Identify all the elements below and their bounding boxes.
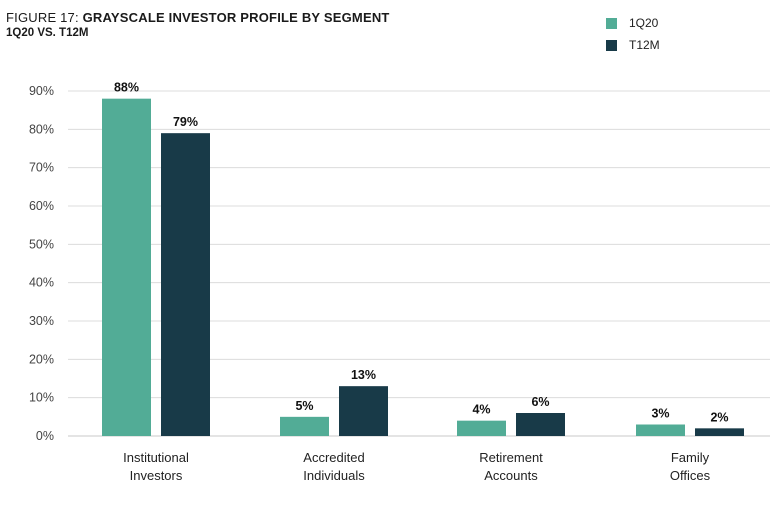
y-tick-label: 10%	[29, 391, 54, 405]
bar-1q20	[102, 98, 151, 437]
x-tick-label: Offices	[670, 468, 711, 483]
chart-title: FIGURE 17: GRAYSCALE INVESTOR PROFILE BY…	[6, 10, 390, 25]
legend-swatch-t12m	[606, 39, 617, 51]
x-tick-label: Family	[671, 450, 710, 465]
chart-title-block: FIGURE 17: GRAYSCALE INVESTOR PROFILE BY…	[6, 10, 390, 39]
bar-1q20	[457, 420, 506, 436]
y-tick-label: 80%	[29, 122, 54, 136]
bar-t12m	[339, 386, 388, 436]
x-tick-label: Retirement	[479, 450, 543, 465]
bar-1q20	[636, 424, 685, 436]
legend-item-t12m: T12M	[606, 34, 660, 56]
bar-value-label: 5%	[295, 399, 313, 413]
x-tick-label: Individuals	[303, 468, 365, 483]
bar-value-label: 6%	[531, 395, 549, 409]
y-tick-label: 50%	[29, 237, 54, 251]
figure-prefix: FIGURE 17:	[6, 10, 83, 25]
bar-value-label: 3%	[651, 407, 669, 421]
bar-value-label: 4%	[472, 403, 490, 417]
y-tick-label: 90%	[29, 84, 54, 98]
bar-value-label: 79%	[173, 115, 198, 129]
x-tick-label: Institutional	[123, 450, 189, 465]
bar-value-label: 88%	[114, 81, 139, 95]
legend-swatch-1q20	[606, 17, 617, 29]
chart-legend: 1Q20 T12M	[606, 12, 660, 56]
x-tick-label: Investors	[130, 468, 183, 483]
y-tick-label: 40%	[29, 276, 54, 290]
x-tick-label: Accounts	[484, 468, 538, 483]
y-tick-label: 70%	[29, 161, 54, 175]
bar-t12m	[695, 428, 744, 436]
figure-title: GRAYSCALE INVESTOR PROFILE BY SEGMENT	[82, 10, 390, 25]
bar-value-label: 2%	[710, 410, 728, 424]
bar-t12m	[516, 413, 565, 436]
chart-subtitle: 1Q20 VS. T12M	[6, 27, 89, 39]
legend-item-1q20: 1Q20	[606, 12, 660, 34]
y-tick-label: 30%	[29, 314, 54, 328]
bar-value-label: 13%	[351, 368, 376, 382]
legend-label-1q20: 1Q20	[629, 16, 659, 30]
legend-label-t12m: T12M	[629, 38, 660, 52]
x-tick-label: Accredited	[303, 450, 364, 465]
y-tick-label: 0%	[36, 429, 54, 443]
y-tick-label: 60%	[29, 199, 54, 213]
bar-t12m	[161, 133, 210, 436]
y-tick-label: 20%	[29, 352, 54, 366]
bar-1q20	[280, 416, 329, 436]
